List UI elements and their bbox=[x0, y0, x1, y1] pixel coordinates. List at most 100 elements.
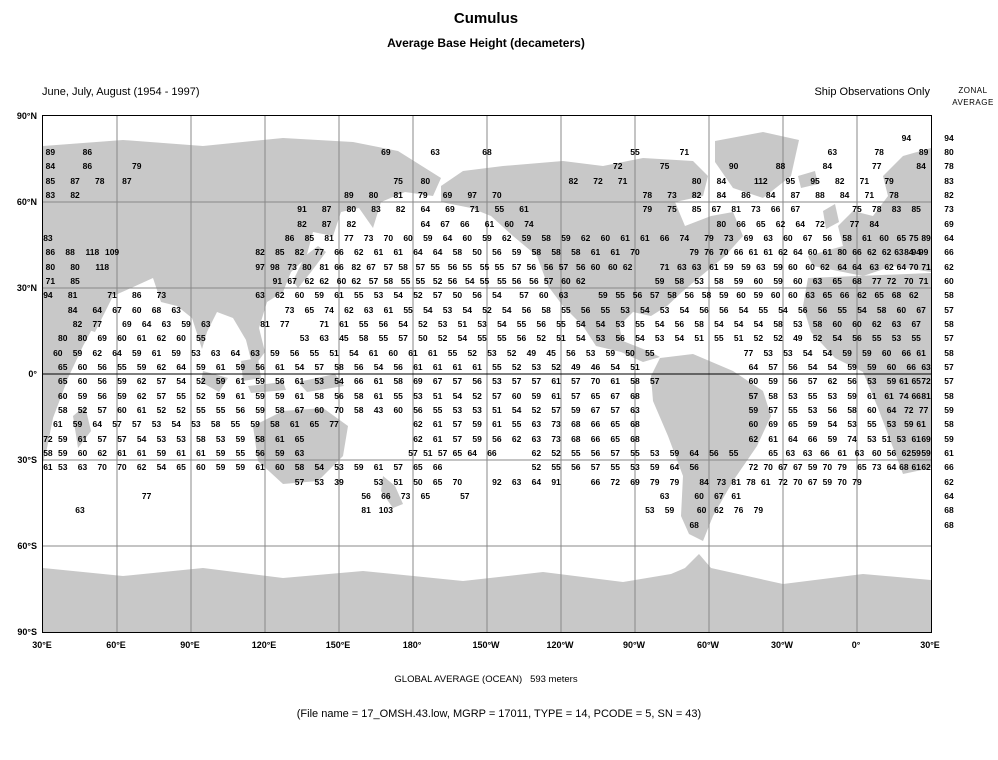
grid-value: 56 bbox=[97, 390, 107, 401]
lon-tick-label: 120°W bbox=[546, 640, 574, 650]
grid-value: 66 bbox=[487, 447, 497, 458]
grid-value: 58 bbox=[630, 375, 640, 386]
grid-value: 59 bbox=[904, 418, 914, 429]
grid-value: 62 bbox=[820, 261, 830, 272]
grid-value: 61 bbox=[373, 246, 384, 257]
grid-value: 59 bbox=[571, 404, 581, 415]
lon-tick-label: 90°W bbox=[622, 640, 646, 650]
grid-value: 60 bbox=[504, 218, 514, 229]
grid-value: 61 bbox=[911, 433, 921, 444]
grid-value: 62 bbox=[344, 304, 354, 315]
lon-tick-label: 150°E bbox=[325, 640, 351, 650]
grid-value: 59 bbox=[57, 447, 68, 458]
grid-value: 88 bbox=[775, 160, 786, 171]
grid-value: 58 bbox=[270, 418, 280, 429]
landmass-australia bbox=[253, 408, 348, 484]
grid-value: 66 bbox=[334, 261, 344, 272]
grid-value: 73 bbox=[284, 304, 295, 315]
grid-value: 55 bbox=[911, 332, 921, 343]
grid-value: 73 bbox=[551, 433, 561, 444]
grid-value: 59 bbox=[753, 289, 764, 300]
grid-value: 63 bbox=[210, 347, 221, 358]
grid-value: 55 bbox=[415, 275, 426, 286]
value-grid: 94 89 86 69 63 68 55 71 63 78 89 84 86 79 72 75 90 88 84 77… bbox=[43, 116, 931, 632]
grid-value: 71 bbox=[107, 289, 117, 300]
grid-value: 60 bbox=[538, 289, 549, 300]
grid-value: 67 bbox=[432, 375, 443, 386]
season-label: June, July, August (1954 - 1997) bbox=[42, 86, 200, 98]
grid-value: 63 bbox=[894, 246, 904, 257]
grid-value: 63 bbox=[891, 318, 902, 329]
grid-value: 87 bbox=[321, 203, 332, 214]
grid-value: 62 bbox=[714, 504, 724, 515]
grid-value: 51 bbox=[423, 447, 433, 458]
grid-value: 54 bbox=[462, 304, 472, 315]
grid-value: 56 bbox=[580, 304, 591, 315]
global-average-caption: GLOBAL AVERAGE (OCEAN) 593 meters bbox=[394, 674, 578, 685]
grid-value: 84 bbox=[904, 246, 914, 257]
grid-value: 55 bbox=[497, 275, 507, 286]
lat-tick-label: 90°N bbox=[16, 111, 37, 121]
grid-value: 55 bbox=[477, 332, 487, 343]
grid-value: 60 bbox=[896, 304, 907, 315]
zonal-average-header: ZONAL AVERAGE bbox=[948, 85, 998, 109]
grid-value: 67 bbox=[366, 261, 376, 272]
grid-value: 54 bbox=[294, 361, 305, 372]
grid-value: 61 bbox=[822, 246, 833, 257]
grid-value: 52 bbox=[467, 347, 477, 358]
grid-value: 55 bbox=[400, 275, 411, 286]
grid-value: 53 bbox=[793, 318, 803, 329]
grid-value: 58 bbox=[541, 304, 551, 315]
grid-value: 66 bbox=[590, 476, 601, 487]
grid-value: 80 bbox=[45, 261, 56, 272]
grid-value: 60 bbox=[388, 347, 398, 358]
grid-value: 81 bbox=[67, 289, 78, 300]
grid-value: 54 bbox=[714, 318, 724, 329]
grid-value: 63 bbox=[319, 332, 329, 343]
grid-value: 71 bbox=[921, 261, 931, 272]
grid-value: 50 bbox=[472, 246, 482, 257]
grid-value: 76 bbox=[733, 504, 744, 515]
grid-value: 72 bbox=[748, 461, 759, 472]
grid-value: 67 bbox=[112, 304, 122, 315]
grid-value: 61 bbox=[867, 390, 877, 401]
grid-value: 61 bbox=[43, 461, 53, 472]
grid-value: 51 bbox=[457, 318, 468, 329]
zonal-average-value: 58 bbox=[944, 390, 954, 401]
grid-value: 86 bbox=[741, 189, 751, 200]
grid-value: 87 bbox=[122, 175, 132, 186]
grid-value: 56 bbox=[817, 304, 828, 315]
grid-value: 59 bbox=[156, 447, 167, 458]
grid-value: 80 bbox=[77, 332, 88, 343]
grid-value: 61 bbox=[610, 375, 620, 386]
grid-value: 58 bbox=[694, 318, 704, 329]
grid-value: 86 bbox=[45, 246, 56, 257]
grid-value: 84 bbox=[822, 160, 833, 171]
grid-value: 109 bbox=[104, 246, 120, 257]
grid-value: 58 bbox=[294, 461, 305, 472]
grid-value: 59 bbox=[72, 347, 83, 358]
zonal-average-value: 60 bbox=[944, 275, 954, 286]
grid-value: 51 bbox=[329, 347, 339, 358]
grid-value: 62 bbox=[921, 461, 931, 472]
grid-value: 51 bbox=[630, 361, 640, 372]
grid-value: 55 bbox=[561, 304, 571, 315]
grid-value: 64 bbox=[689, 447, 699, 458]
grid-value: 64 bbox=[92, 418, 102, 429]
grid-value: 63 bbox=[250, 347, 260, 358]
grid-value: 71 bbox=[469, 203, 480, 214]
grid-value: 79 bbox=[649, 476, 660, 487]
grid-value: 75 bbox=[852, 203, 862, 214]
grid-value: 59 bbox=[862, 347, 872, 358]
grid-value: 55 bbox=[494, 203, 505, 214]
grid-value: 59 bbox=[598, 289, 608, 300]
grid-value: 61 bbox=[408, 347, 418, 358]
grid-value: 59 bbox=[181, 318, 191, 329]
grid-value: 50 bbox=[413, 476, 423, 487]
grid-value: 55 bbox=[393, 390, 403, 401]
grid-value: 70 bbox=[719, 246, 729, 257]
grid-value: 69 bbox=[768, 418, 778, 429]
grid-value: 65 bbox=[57, 361, 68, 372]
grid-value: 63 bbox=[511, 476, 522, 487]
landmass-north-america bbox=[441, 158, 743, 362]
